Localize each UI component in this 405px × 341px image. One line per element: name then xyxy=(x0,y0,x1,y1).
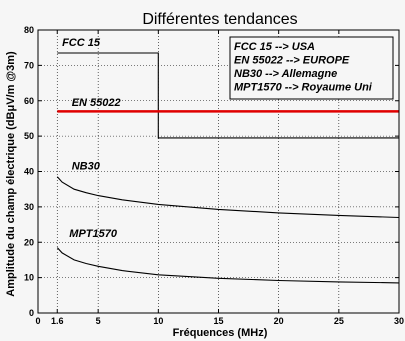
legend-entry: MPT1570 --> Royaume Uni xyxy=(234,82,373,94)
x-tick-label: 25 xyxy=(334,316,344,326)
x-tick-label: 30 xyxy=(394,316,404,326)
legend-box xyxy=(229,36,394,100)
tick-layer: 0 1.6 5 10 15 20 25 30 0 10 20 30 40 50 60 70 80 xyxy=(24,25,404,326)
legend-entry: EN 55022 --> EUROPE xyxy=(234,55,350,67)
x-tick-label: 10 xyxy=(153,316,163,326)
series-label-en-55022: EN 55022 xyxy=(72,97,121,109)
series-label-fcc-15: FCC 15 xyxy=(62,37,101,49)
series-line-fcc-15 xyxy=(57,52,399,139)
x-tick-label: 0 xyxy=(35,316,40,326)
y-tick-label: 50 xyxy=(24,131,34,141)
annotation-layer: FCC 15 EN 55022 NB30 MPT1570 xyxy=(62,37,121,240)
x-tick-label: 1.6 xyxy=(51,316,64,326)
y-axis-title: Amplitude du champ électrique (dBμV/m @3… xyxy=(5,51,17,297)
y-tick-label: 80 xyxy=(24,25,34,35)
x-tick-label: 15 xyxy=(213,316,223,326)
grid-lines xyxy=(38,30,399,313)
series-line-nb30 xyxy=(56,176,400,219)
x-tick-label: 20 xyxy=(274,316,284,326)
series-line-mpt1570 xyxy=(56,247,400,284)
series-layer xyxy=(56,52,400,284)
y-tick-label: 70 xyxy=(24,60,34,70)
y-tick-label: 10 xyxy=(24,273,34,283)
y-tick-label: 60 xyxy=(24,96,34,106)
y-tick-label: 0 xyxy=(29,308,34,318)
y-tick-label: 20 xyxy=(24,237,34,247)
y-tick-label: 40 xyxy=(24,167,34,177)
chart-title: Différentes tendances xyxy=(142,11,297,28)
series-label-mpt1570: MPT1570 xyxy=(69,228,118,240)
x-axis-title: Fréquences (MHz) xyxy=(173,327,268,339)
x-tick-label: 5 xyxy=(96,316,101,326)
legend-entry: NB30 --> Allemagne xyxy=(234,68,337,80)
y-tick-label: 30 xyxy=(24,202,34,212)
series-label-nb30: NB30 xyxy=(72,161,101,173)
legend-entry: FCC 15 --> USA xyxy=(234,41,315,53)
